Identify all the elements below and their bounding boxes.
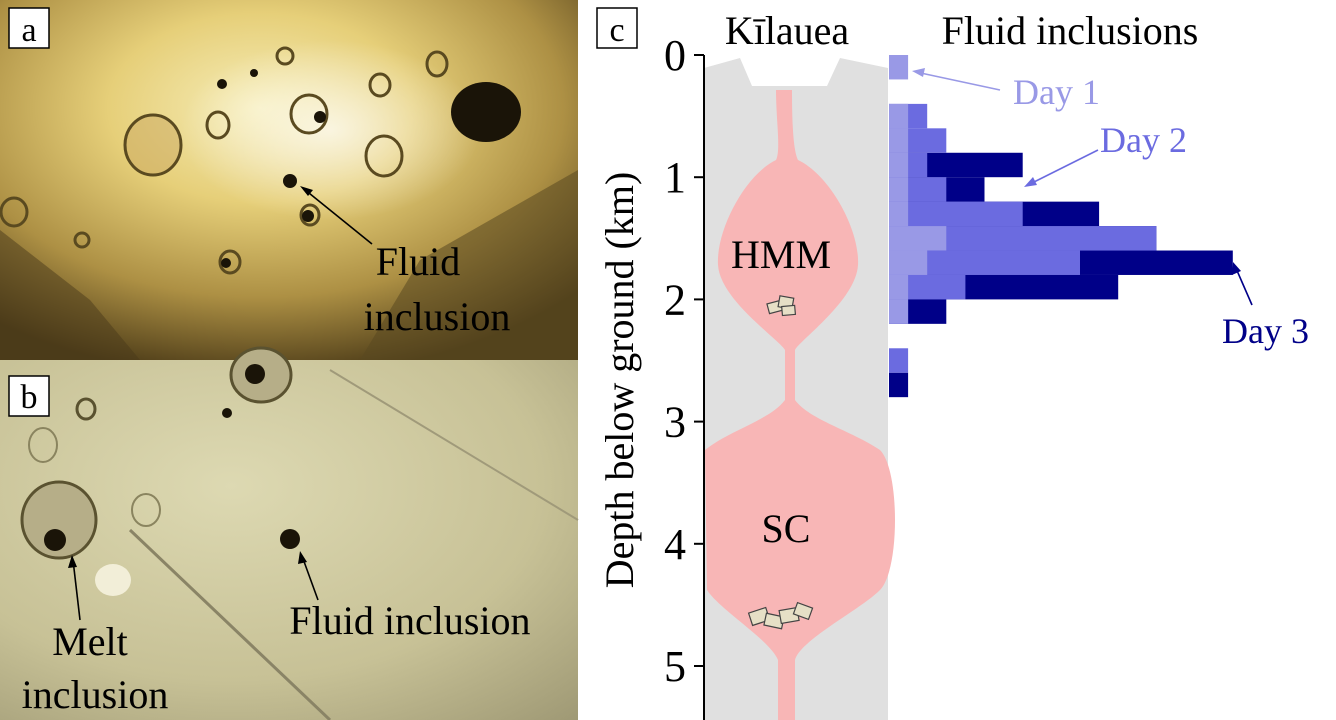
y-tick-label: 1 xyxy=(664,153,686,202)
callout-arrow-day-2 xyxy=(1027,149,1099,186)
histogram-bar-day-1 xyxy=(889,103,909,129)
y-tick-label: 5 xyxy=(664,642,686,691)
annotation-fluid-inclusion: Fluid inclusion xyxy=(289,598,530,643)
panel-b: b Melt inclusion Fluid inclusion xyxy=(0,346,579,720)
series-label-day-1: Day 1 xyxy=(1013,72,1100,112)
callout-arrow-day-3 xyxy=(1234,265,1253,306)
histogram-bar-day-2 xyxy=(889,201,1023,227)
series-label-day-2: Day 2 xyxy=(1100,120,1187,160)
histogram-bar-day-1 xyxy=(889,226,947,251)
annotation-arrow xyxy=(301,555,319,601)
y-axis-ticks: 0 1 2 3 4 5 xyxy=(664,31,704,691)
annotation-melt-inclusion: Melt inclusion xyxy=(22,619,169,717)
dark-region xyxy=(360,170,578,360)
annotation-arrow xyxy=(72,559,81,621)
panel-c: c Kīlauea Fluid inclusions HMM SC 0 1 2 3 4 5… xyxy=(596,7,1309,720)
inclusion-dots xyxy=(44,364,300,551)
crystal-edge xyxy=(128,528,332,720)
panel-label-box xyxy=(8,375,50,417)
histogram-bar-day-1 xyxy=(889,152,909,178)
column-title: Kīlauea xyxy=(725,8,850,53)
magma-conduit xyxy=(705,90,895,720)
panel-label: c xyxy=(609,12,624,49)
panel-label: b xyxy=(21,379,38,416)
histogram-title: Fluid inclusions xyxy=(942,8,1199,53)
histogram-bar-day-1 xyxy=(889,201,909,227)
reservoir-label: HMM xyxy=(731,232,831,277)
annotation-arrowhead xyxy=(300,186,313,196)
panel-label-box xyxy=(8,7,50,49)
histogram-bar-day-1 xyxy=(889,299,909,324)
callout-arrowhead xyxy=(1024,177,1037,187)
crystal-cluster-icon xyxy=(747,601,814,630)
crystal-edge xyxy=(329,369,579,521)
annotation-arrow xyxy=(303,188,373,245)
histogram-bar-day-1 xyxy=(889,177,909,202)
y-tick-label: 4 xyxy=(664,520,686,569)
inclusion-bubbles xyxy=(0,46,449,275)
histogram-bar-day-1 xyxy=(889,250,928,275)
callout-arrowhead xyxy=(912,68,925,77)
panel-a: a Fluid inclusion xyxy=(0,0,578,360)
bright-spot xyxy=(95,564,131,596)
y-tick-label: 2 xyxy=(664,275,686,324)
panel-label-box xyxy=(596,7,638,49)
y-tick-label: 3 xyxy=(664,398,686,447)
panel-label: a xyxy=(21,12,36,49)
callout-arrowhead xyxy=(1232,262,1241,275)
histogram-bar-day-2 xyxy=(889,348,909,373)
histogram-bar-day-3 xyxy=(889,372,909,398)
crystal-cluster-icon xyxy=(766,295,797,317)
inclusion-dots xyxy=(217,69,521,268)
annotation-arrowhead xyxy=(298,551,307,564)
histogram-bars xyxy=(889,55,1233,398)
dark-region xyxy=(0,230,140,360)
callout-arrow-day-1 xyxy=(915,71,1001,91)
histogram-bar-day-1 xyxy=(889,55,909,80)
annotation-arrowhead xyxy=(68,555,77,568)
histogram-bar-day-1 xyxy=(889,128,909,153)
histogram-bar-day-1 xyxy=(889,274,909,300)
reservoir-label: SC xyxy=(762,506,811,551)
y-tick-label: 0 xyxy=(664,31,686,80)
series-label-day-3: Day 3 xyxy=(1222,311,1309,351)
y-axis-label: Depth below ground (km) xyxy=(597,172,642,589)
annotation-fluid-inclusion: Fluid inclusion xyxy=(364,239,511,339)
bright-region xyxy=(180,40,480,220)
